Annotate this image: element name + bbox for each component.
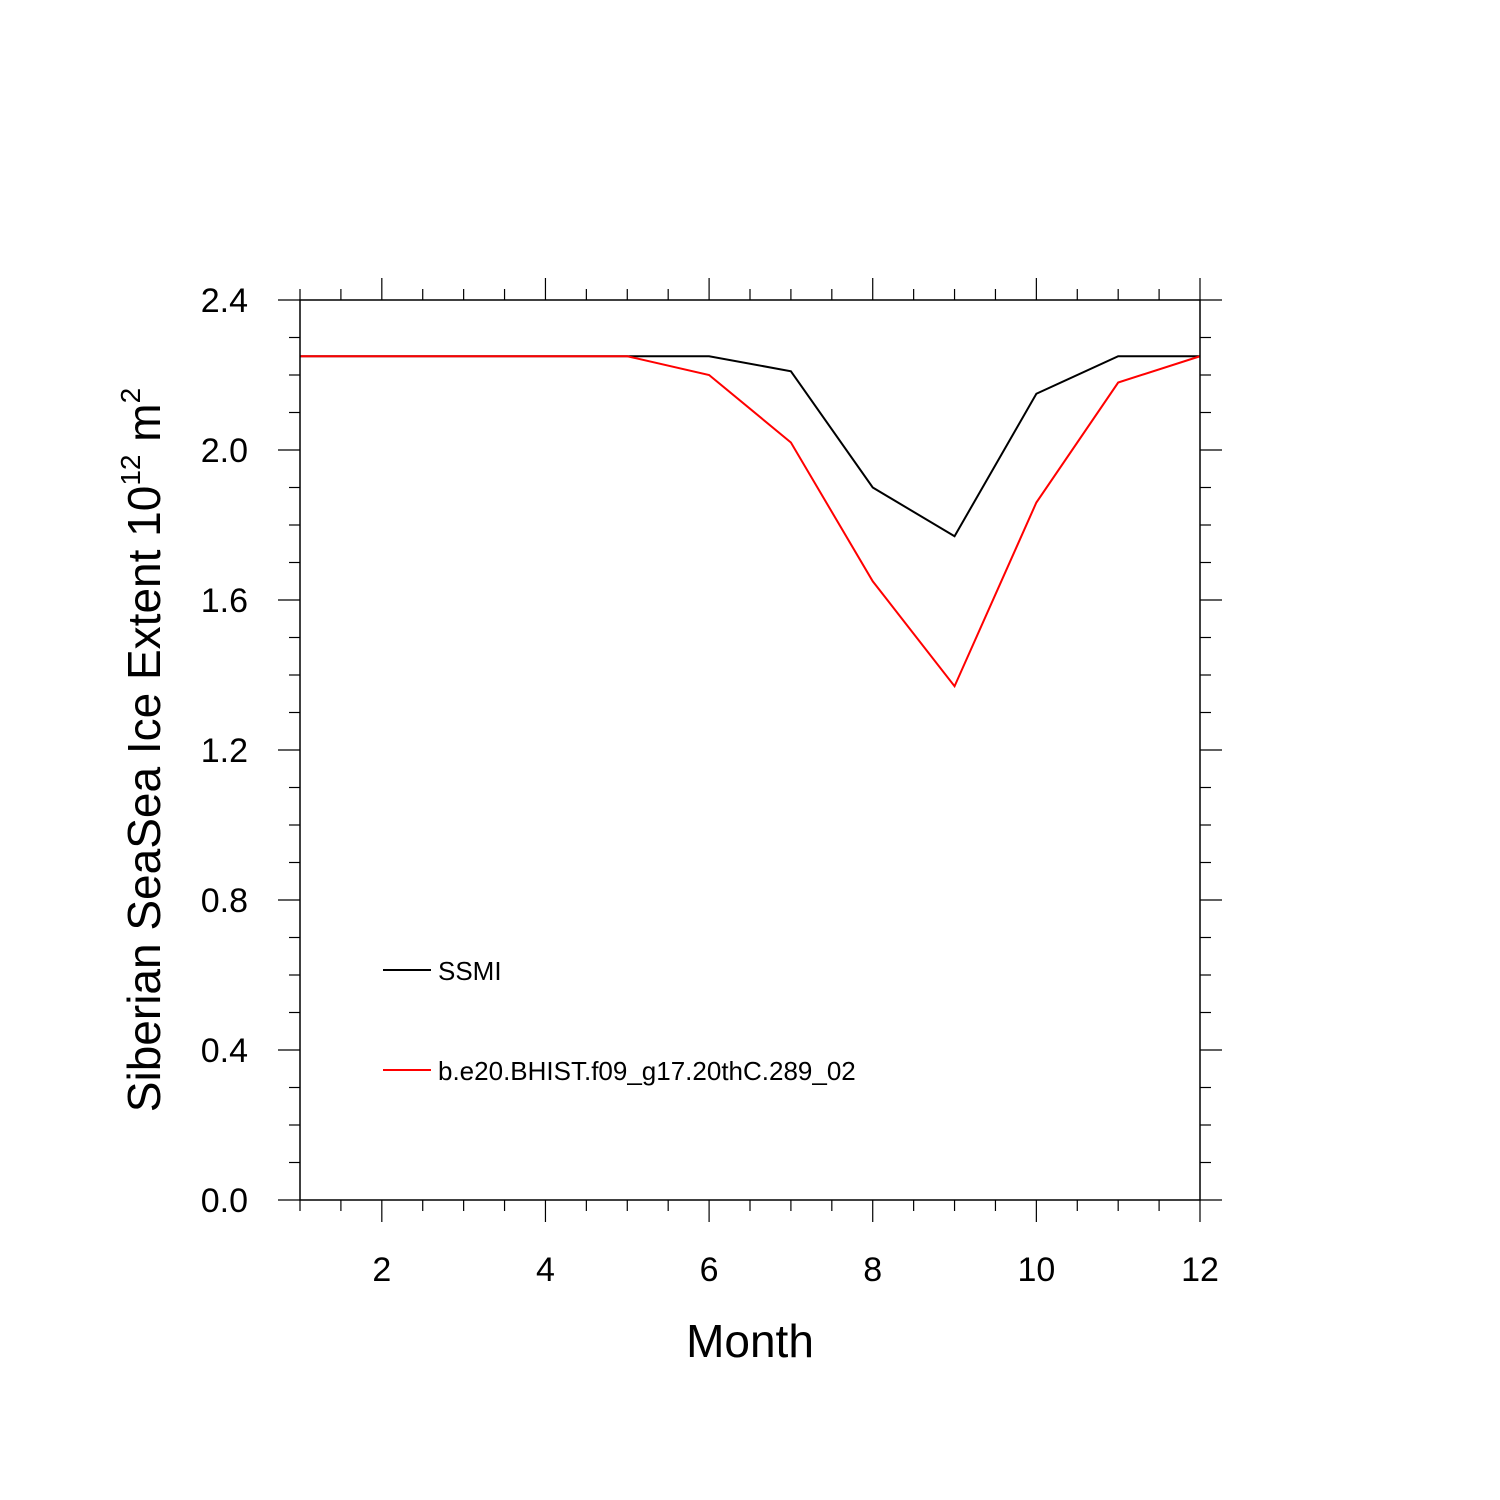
x-tick-label: 8 (863, 1251, 882, 1289)
legend-label-ssmi: SSMI (438, 956, 502, 986)
x-tick-label: 2 (372, 1251, 391, 1289)
series-line-1 (300, 355, 1201, 689)
y-axis-title-unit: m (118, 403, 170, 454)
series-lines (300, 355, 1201, 689)
y-axis-title-main: Siberian SeaSea Ice Extent 10 (118, 486, 170, 1113)
y-tick-label: 2.4 (201, 282, 248, 320)
y-tick-label: 1.6 (201, 582, 248, 620)
x-tick-label: 4 (536, 1251, 555, 1289)
x-tick-label: 10 (1017, 1251, 1055, 1289)
plot-frame (299, 299, 1201, 1201)
axis-ticks (278, 278, 1222, 1222)
y-tick-label: 0.4 (201, 1032, 248, 1070)
legend: SSMI b.e20.BHIST.f09_g17.20thC.289_02 (383, 956, 856, 1086)
x-axis-title: Month (686, 1315, 814, 1367)
y-axis-title-unit-exponent: 2 (115, 388, 146, 404)
tick-labels: 2 4 6 8 10 12 0.0 0.4 0.8 1.2 1.6 2.0 2.4 (201, 282, 1219, 1289)
y-tick-label: 2.0 (201, 432, 248, 470)
y-tick-label: 0.0 (201, 1182, 248, 1220)
legend-label-model: b.e20.BHIST.f09_g17.20thC.289_02 (438, 1056, 856, 1086)
x-tick-label: 6 (700, 1251, 719, 1289)
y-tick-label: 1.2 (201, 732, 248, 770)
y-axis-title-exponent: 12 (115, 455, 146, 486)
x-tick-label: 12 (1181, 1251, 1219, 1289)
y-tick-label: 0.8 (201, 882, 248, 920)
y-axis-title: Siberian SeaSea Ice Extent 1012 m2 (115, 388, 170, 1112)
series-line-0 (300, 355, 1200, 538)
